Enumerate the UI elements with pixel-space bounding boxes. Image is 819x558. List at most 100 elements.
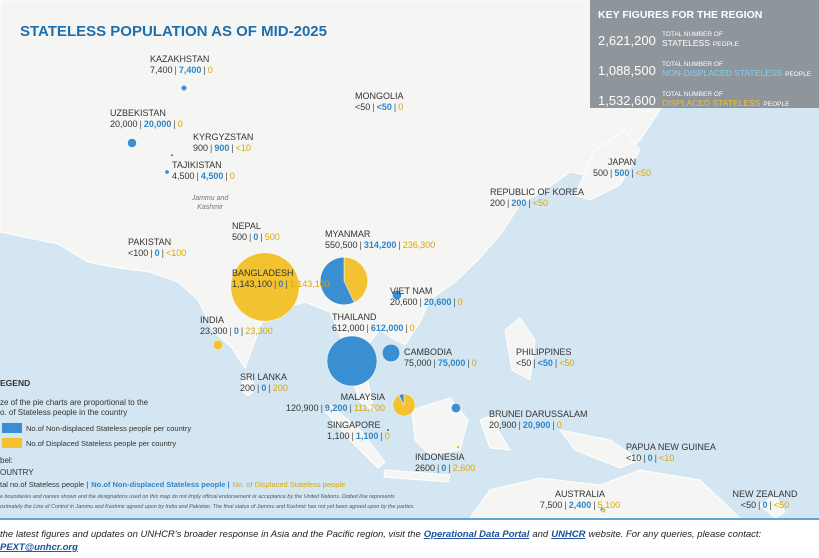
pie <box>127 138 137 148</box>
separator: | <box>321 403 323 413</box>
separator: | <box>398 240 400 250</box>
displaced: 5,100 <box>598 500 621 510</box>
separator: | <box>367 323 369 333</box>
island <box>469 469 742 519</box>
separator: | <box>448 463 450 473</box>
key-figures-title: KEY FIGURES FOR THE REGION <box>598 9 762 21</box>
key-figure-label: TOTAL NUMBER OF <box>662 91 723 98</box>
separator: | <box>655 453 657 463</box>
island <box>325 404 386 469</box>
pie <box>230 252 300 322</box>
country-name: MONGOLIA <box>355 91 404 101</box>
displaced: 0 <box>230 171 235 181</box>
footer-text: the latest figures and updates on UNHCR'… <box>0 529 762 540</box>
footer-segment: website. For any queries, please contact… <box>589 529 762 540</box>
country-name: JAPAN <box>608 157 636 167</box>
legend-note: o. of Stateless people in the country <box>0 408 127 417</box>
total: 120,900 <box>286 403 319 413</box>
separator: | <box>175 65 177 75</box>
key-figure-suffix: PEOPLE <box>763 101 790 108</box>
separator: | <box>533 358 535 368</box>
legend-item: No.of Displaced Stateless people per cou… <box>26 439 176 448</box>
separator: | <box>643 453 645 463</box>
key-figure-suffix: PEOPLE <box>713 41 740 48</box>
pie <box>386 428 390 432</box>
footer-link[interactable]: UNHCR <box>551 529 585 540</box>
separator: | <box>420 297 422 307</box>
displaced: 500 <box>265 232 280 242</box>
separator: | <box>453 297 455 307</box>
total: 1,143,100 <box>232 279 272 289</box>
footer-segment: and <box>532 529 549 540</box>
country-values: 900 | 900 | <10 <box>193 143 251 153</box>
legend-swatch <box>2 423 22 433</box>
displaced: 1,143,100 <box>290 279 330 289</box>
country-name: INDIA <box>200 315 224 325</box>
separator: | <box>173 119 175 129</box>
total: 612,000 <box>332 323 365 333</box>
displaced: 0 <box>208 65 213 75</box>
footer-segment: the latest figures and updates on UNHCR'… <box>0 529 421 540</box>
country-values: 500 | 0 | 500 <box>232 232 280 242</box>
non-displaced: 20,900 <box>523 420 551 430</box>
displaced: <50 <box>774 500 789 510</box>
separator: | <box>434 358 436 368</box>
country-name: UZBEKISTAN <box>110 108 166 118</box>
non-displaced: <50 <box>377 102 392 112</box>
non-displaced: 7,400 <box>179 65 202 75</box>
separator: | <box>197 171 199 181</box>
pie-layer <box>127 84 606 513</box>
country-name: NEPAL <box>232 221 261 231</box>
country-name: THAILAND <box>332 312 377 322</box>
displaced: 0 <box>472 358 477 368</box>
footer-email[interactable]: PEXT@unhcr.org <box>0 542 78 553</box>
separator: | <box>437 463 439 473</box>
displaced: 0 <box>410 323 415 333</box>
separator: | <box>405 323 407 333</box>
key-figures-panel <box>590 0 819 108</box>
separator: | <box>203 65 205 75</box>
separator: | <box>241 326 243 336</box>
country-values: 20,900 | 20,900 | 0 <box>489 420 562 430</box>
country-values: <100 | 0 | <100 <box>128 248 186 258</box>
total: 75,000 <box>404 358 432 368</box>
legend-swatch <box>2 438 22 448</box>
country-name: KAZAKHSTAN <box>150 54 209 64</box>
displaced: <50 <box>533 198 548 208</box>
island <box>479 411 511 451</box>
total: 23,300 <box>200 326 228 336</box>
country-name: REPUBLIC OF KOREA <box>490 187 584 197</box>
non-displaced: 200 <box>511 198 526 208</box>
pie <box>326 335 378 387</box>
pie-slice-non-displaced <box>320 257 355 305</box>
country-name: KYRGYZSTAN <box>193 132 253 142</box>
separator: | <box>260 232 262 242</box>
country-name: PAPUA NEW GUINEA <box>626 442 716 452</box>
total: <10 <box>626 453 641 463</box>
pie-slice-non-displaced <box>599 506 604 512</box>
total: 500 <box>593 168 608 178</box>
separator: | <box>555 358 557 368</box>
footer-link[interactable]: Operational Data Portal <box>424 529 530 540</box>
legend-total: tal no.of Stateless people | <box>0 480 88 489</box>
displaced: 236,300 <box>403 240 436 250</box>
total: <50 <box>516 358 531 368</box>
separator: | <box>631 168 633 178</box>
non-displaced: 4,500 <box>201 171 224 181</box>
non-displaced: 20,000 <box>144 119 172 129</box>
non-displaced: 75,000 <box>438 358 466 368</box>
separator: | <box>140 119 142 129</box>
key-figure-value: 1,532,600 <box>598 93 656 108</box>
non-displaced: 612,000 <box>371 323 404 333</box>
country-values: 75,000 | 75,000 | 0 <box>404 358 477 368</box>
displaced: 200 <box>273 383 288 393</box>
island <box>558 429 642 469</box>
island <box>383 469 451 483</box>
disclaimer: e boundaries and names shown and the des… <box>0 494 395 500</box>
displaced: 0 <box>557 420 562 430</box>
country-values: 120,900 | 9,200 | 111,700 <box>286 403 385 413</box>
pie <box>456 445 460 449</box>
